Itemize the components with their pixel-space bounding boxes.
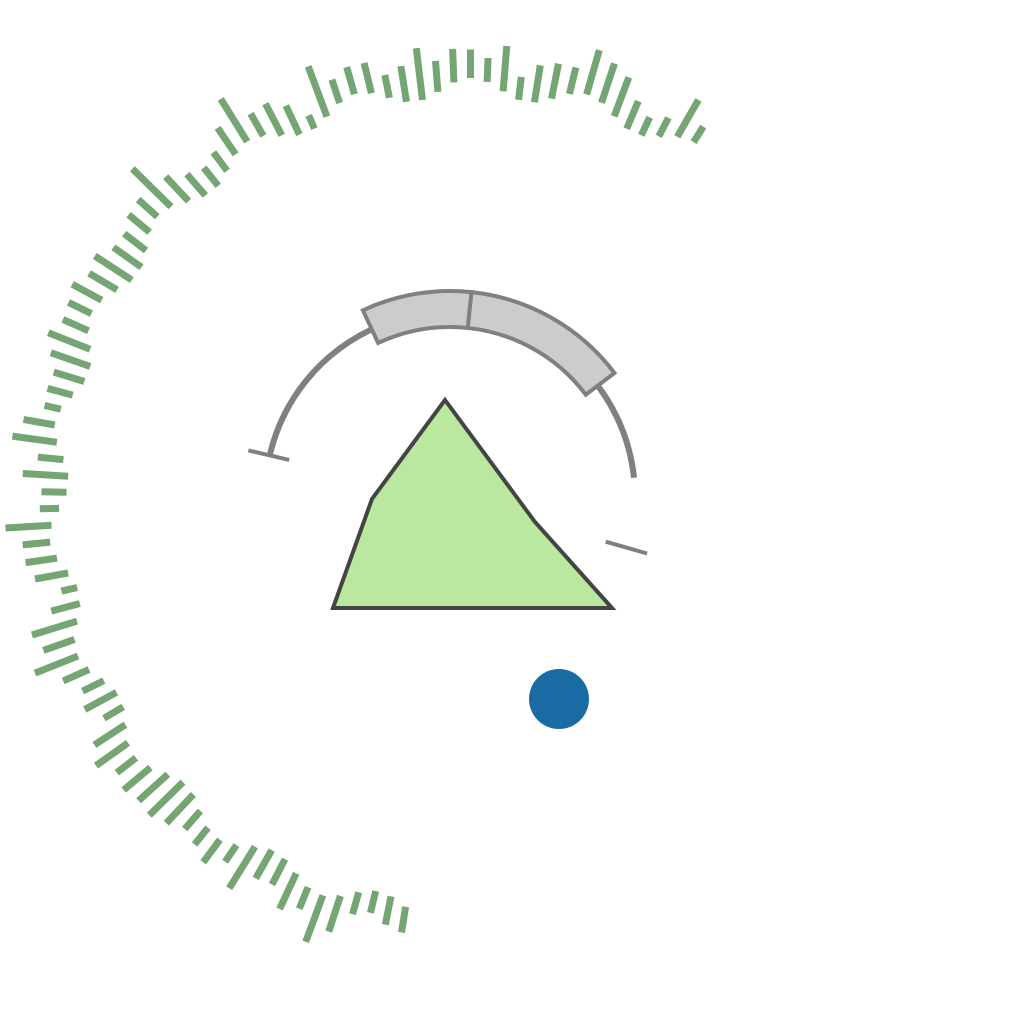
spectrum-bar [222, 843, 240, 864]
spectrum-bar [282, 104, 303, 137]
shield-cap-right [605, 539, 648, 556]
spectrum-bar [136, 771, 171, 804]
spectrum-bar [397, 65, 410, 103]
spectrum-bar [610, 76, 633, 118]
spectrum-bar [295, 885, 312, 911]
spectrum-bar [182, 808, 204, 832]
projectile-icon[interactable] [529, 669, 589, 729]
spectrum-bar [111, 244, 144, 271]
spectrum-bar [360, 62, 375, 95]
spectrum-bar [515, 76, 525, 101]
shield-arc-icon [247, 289, 648, 556]
spectrum-bar [70, 281, 104, 304]
spectrum-bar [583, 49, 603, 96]
shield-cap-left [247, 448, 290, 462]
spectrum-bar [93, 740, 131, 769]
spectrum-bar [22, 470, 69, 480]
spectrum-bar [30, 617, 79, 639]
spectrum-bar [226, 844, 258, 891]
spectrum-bar [381, 895, 395, 926]
spectrum-bar [61, 316, 90, 334]
spectrum-bar [432, 60, 442, 93]
spectrum-bar [49, 349, 92, 370]
spectrum-bar [102, 703, 125, 722]
spectrum-bar [61, 666, 91, 685]
spectrum-bar [252, 848, 275, 881]
spectrum-bar [398, 906, 410, 933]
spectrum-bar [25, 554, 58, 567]
spectrum-bar [163, 174, 192, 204]
spectrum-bar [247, 111, 267, 138]
spectrum-bar [200, 165, 221, 188]
spectrum-bar [304, 65, 331, 118]
spectrum-bar [87, 270, 119, 293]
spectrum-bar [499, 45, 511, 92]
spectrum-bar [135, 196, 160, 220]
spectrum-bar [52, 368, 86, 385]
spectrum-bar [146, 779, 186, 818]
spectrum-bar [60, 584, 78, 595]
spectrum-bar [268, 857, 289, 887]
spectrum-bar [163, 792, 196, 826]
spectrum-bar [548, 63, 562, 100]
spectrum-bar [46, 385, 74, 399]
spectrum-bar [674, 98, 702, 139]
spectrum-bar [655, 116, 672, 139]
spectrum-bar [623, 99, 642, 131]
spectrum-bar [66, 299, 93, 317]
spectrum-bar [33, 652, 80, 677]
spectrum-bar [191, 825, 211, 847]
spectrum-bar [34, 569, 69, 583]
spectrum-bar [129, 166, 174, 210]
shield-segment-1 [360, 289, 474, 346]
spectrum-bar [349, 891, 363, 916]
spectrum-bar [305, 113, 318, 130]
spectrum-bar [184, 171, 209, 198]
spectrum-bar [276, 871, 300, 911]
spectrum-bar [214, 125, 239, 157]
spectrum-bar [5, 521, 52, 532]
spectrum-bar [325, 894, 344, 933]
spectrum-bar [381, 74, 393, 99]
spectrum-ring-icon [5, 45, 707, 944]
spectrum-bar [22, 538, 51, 549]
spectrum-bar [262, 102, 285, 137]
spectrum-bar [366, 890, 380, 914]
spectrum-bar [114, 755, 139, 776]
spectrum-bar [50, 600, 81, 615]
spectrum-bar [83, 689, 119, 713]
spectrum-bar [47, 329, 92, 353]
spectrum-bar [530, 64, 544, 103]
spectrum-bar [11, 432, 58, 446]
spectrum-bar [122, 230, 149, 254]
spectrum-bar [81, 677, 106, 695]
spectrum-bar [412, 47, 426, 101]
spectrum-bar [302, 894, 327, 944]
spectrum-bar [638, 115, 653, 137]
shield-segment-2 [465, 289, 618, 398]
spectrum-bar [126, 212, 152, 235]
spectrum-bar [42, 636, 76, 654]
spectrum-bar [43, 402, 62, 413]
spectrum-bar [210, 150, 230, 173]
spectrum-bar [449, 48, 458, 83]
spectrum-bar [690, 124, 707, 144]
spectrum-bar [343, 66, 358, 96]
spectrum-bar [217, 97, 251, 144]
spectrum-bar [41, 488, 67, 496]
spectrum-bar [92, 721, 128, 748]
player-ship-icon[interactable] [330, 396, 617, 610]
spectrum-bar [121, 764, 153, 793]
spectrum-bar [483, 57, 492, 83]
spectrum-bar [200, 837, 223, 865]
spectrum-bar [92, 252, 134, 283]
spectrum-bar [566, 66, 580, 95]
spectrum-bar [22, 415, 56, 429]
spectrum-bar [328, 78, 343, 105]
spectrum-bar [598, 62, 618, 104]
spectrum-bar [37, 453, 64, 464]
